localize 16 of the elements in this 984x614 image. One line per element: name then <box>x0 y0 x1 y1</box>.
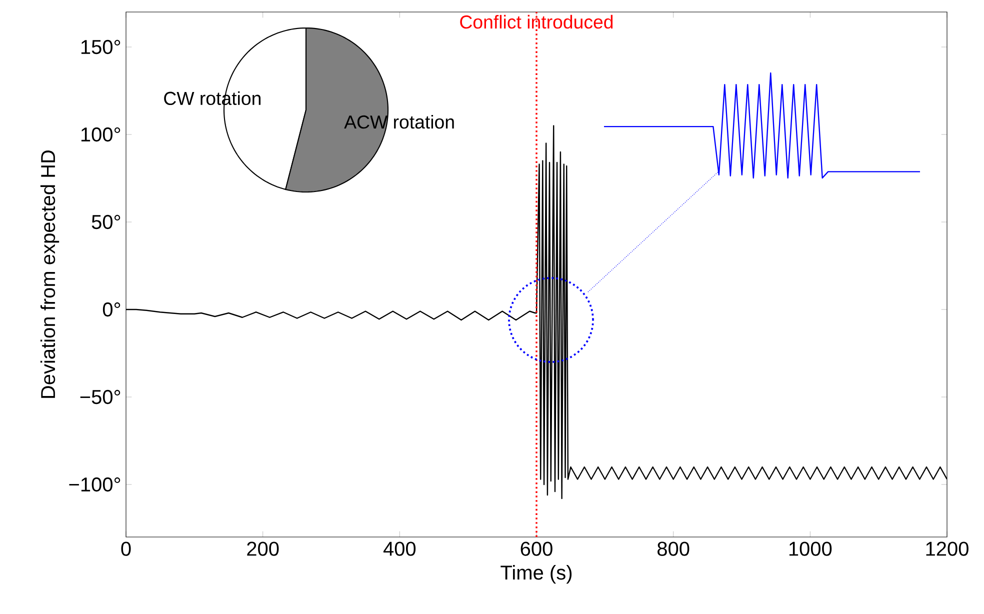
x-tick-label: 0 <box>121 542 131 556</box>
x-axis-title: Time (s) <box>500 565 572 584</box>
x-tick-label: 1200 <box>926 542 968 556</box>
y-tick-label: −50° <box>80 390 120 404</box>
x-tick-label: 600 <box>520 542 552 556</box>
y-tick-label: −100° <box>69 477 120 492</box>
x-tick-label: 200 <box>247 542 279 556</box>
x-tick-label: 400 <box>383 542 416 556</box>
y-axis-title: Deviation from expected HD <box>40 150 60 398</box>
x-tick-label: 800 <box>658 542 690 556</box>
y-tick-label: 150° <box>81 40 120 54</box>
x-tick-label: 1000 <box>789 542 832 556</box>
y-tick-label: 50° <box>92 214 120 230</box>
y-tick-label: 100° <box>81 127 120 142</box>
ref-line-label: Conflict introduced <box>460 14 613 29</box>
y-tick-label: 0° <box>102 302 120 317</box>
